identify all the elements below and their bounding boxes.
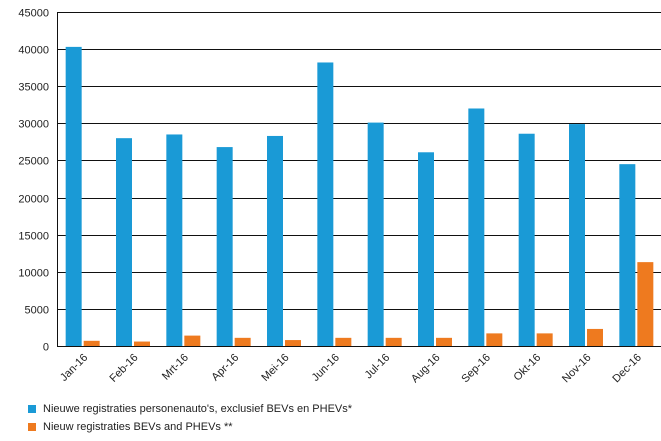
- bar-series-2: [587, 328, 603, 346]
- bar-series-2: [234, 337, 251, 346]
- x-tick-label: Feb-16: [107, 352, 140, 385]
- bar-series-2: [184, 335, 201, 346]
- bar-series-2: [536, 333, 553, 346]
- bar-series-2: [637, 262, 654, 346]
- x-tick-label: Jan-16: [58, 352, 90, 384]
- legend: Nieuwe registraties personenauto's, excl…: [28, 400, 352, 436]
- x-tick-label: Okt-16: [511, 352, 543, 384]
- bar-series-2: [134, 341, 150, 346]
- gridlines: [57, 12, 661, 310]
- y-tick-label: 30000: [18, 119, 49, 131]
- legend-item-series-2: Nieuw registraties BEVs and PHEVs **: [28, 418, 352, 436]
- y-tick-label: 40000: [18, 45, 49, 57]
- bar-series-1: [518, 133, 535, 346]
- y-tick-label: 25000: [18, 156, 49, 168]
- bar-series-2: [285, 340, 301, 346]
- axes: [57, 12, 661, 347]
- bar-series-1: [267, 135, 283, 346]
- bar-series-1: [468, 108, 485, 346]
- x-tick-label: Apr-16: [209, 352, 241, 384]
- x-tick-label: Sep-16: [459, 352, 493, 386]
- bar-series-2: [436, 337, 452, 346]
- bar-series-2: [335, 337, 352, 346]
- y-tick-label: 5000: [25, 305, 49, 317]
- x-tick-label: Jun-16: [310, 352, 342, 384]
- bar-series-2: [83, 340, 100, 346]
- bar-series-1: [619, 164, 636, 346]
- bar-series-1: [569, 124, 585, 346]
- x-tick-label: Nov-16: [560, 352, 594, 386]
- legend-label-series-1: Nieuwe registraties personenauto's, excl…: [43, 403, 353, 415]
- bar-series-2: [385, 337, 402, 346]
- bar-series-1: [367, 122, 384, 346]
- y-tick-label: 0: [43, 342, 49, 354]
- x-tick-label: Dec-16: [610, 352, 644, 386]
- bar-series-2: [486, 333, 503, 346]
- legend-swatch-series-2: [28, 423, 36, 431]
- bars: [65, 46, 654, 347]
- bar-series-1: [418, 152, 434, 346]
- y-tick-label: 15000: [18, 231, 49, 243]
- y-tick-label: 45000: [18, 8, 49, 20]
- bar-series-1: [65, 46, 82, 346]
- y-tick-label: 20000: [18, 194, 49, 206]
- x-tick-label: Jul-16: [363, 352, 393, 382]
- legend-swatch-series-1: [28, 405, 36, 413]
- y-tick-label: 35000: [18, 82, 49, 94]
- legend-item-series-1: Nieuwe registraties personenauto's, excl…: [28, 400, 352, 418]
- y-tick-labels: 0 5000 10000 15000 20000 25000 30000 35000 40000…: [18, 8, 49, 354]
- bar-series-1: [317, 62, 334, 347]
- x-tick-label: Aug-16: [409, 352, 443, 386]
- bar-series-1: [116, 138, 132, 346]
- legend-label-series-2: Nieuw registraties BEVs and PHEVs **: [43, 421, 233, 433]
- x-tick-label: Mrt-16: [160, 352, 191, 383]
- x-tick-labels: Jan-16 Feb-16 Mrt-16 Apr-16 Mei-16 Jun-16 Jul-…: [58, 352, 644, 386]
- x-tick-label: Mei-16: [259, 352, 291, 384]
- y-tick-label: 10000: [18, 268, 49, 280]
- bar-series-1: [166, 134, 183, 346]
- bar-series-1: [216, 147, 233, 346]
